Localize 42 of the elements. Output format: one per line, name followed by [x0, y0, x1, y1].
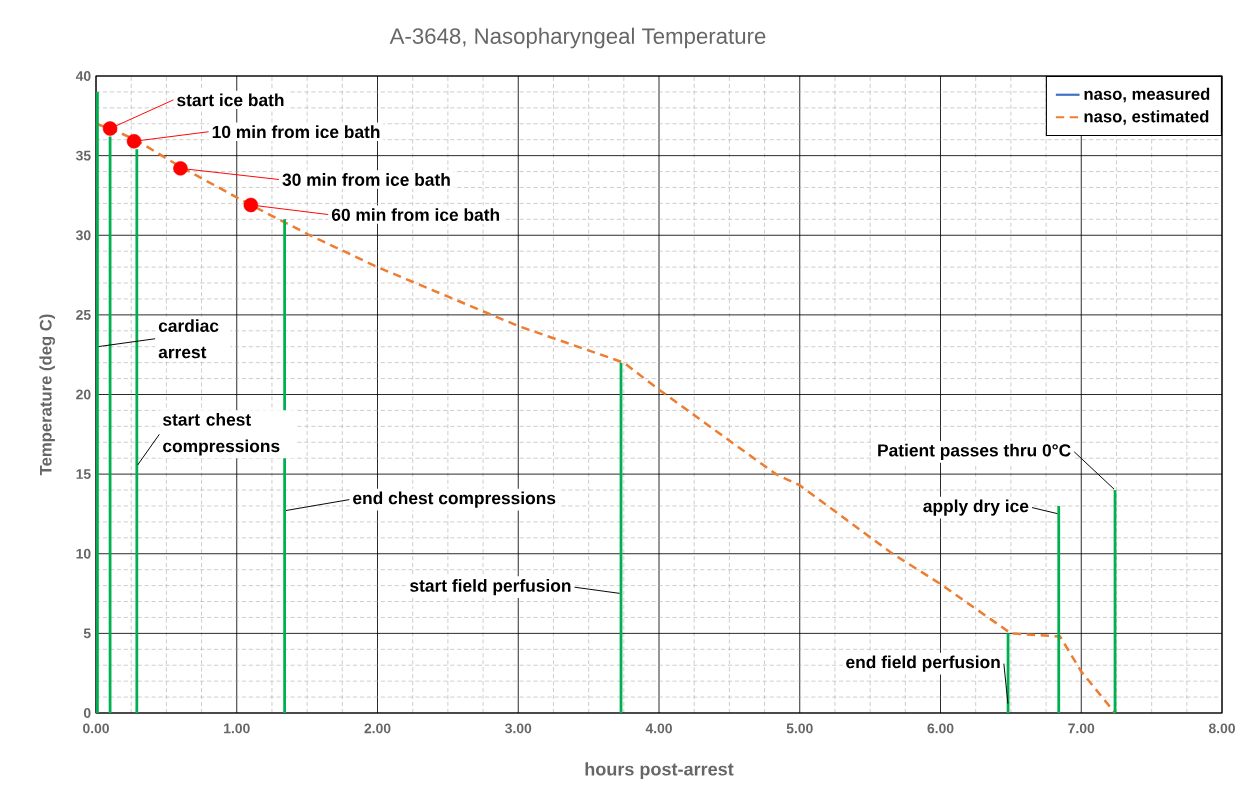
annotation: 60 min from ice bath — [331, 208, 500, 221]
y-axis-title: Temperature (deg C) — [39, 314, 55, 476]
annotation: end field perfusion — [846, 655, 1000, 672]
x-tick-label: 7.00 — [1068, 723, 1095, 734]
y-tick-label: 25 — [76, 309, 91, 320]
annotation: start field perfusion — [410, 579, 571, 596]
annotation: apply dry ice — [923, 499, 1029, 516]
x-tick-label: 1.00 — [224, 723, 250, 734]
bar — [283, 219, 286, 714]
x-tick-label: 2.00 — [364, 723, 391, 734]
point — [243, 197, 259, 213]
y-tick-label: 10 — [76, 548, 91, 559]
legend-label: naso, estimated — [1084, 110, 1209, 125]
annotation: 30 min from ice bath — [282, 173, 450, 186]
y-tick-label: 15 — [76, 469, 91, 479]
bar — [135, 149, 139, 714]
annotation: Patient passes thru 0°C — [878, 443, 1071, 460]
legend-label: naso, measured — [1084, 87, 1210, 103]
x-tick-label: 4.00 — [645, 723, 672, 734]
bar — [96, 91, 99, 714]
y-tick-label: 5 — [83, 628, 91, 639]
annotation: start chest compressions — [163, 413, 280, 456]
x-tick-label: 5.00 — [786, 723, 813, 734]
annotation: end chest compressions — [353, 491, 556, 508]
bar — [1057, 505, 1061, 714]
annotation: 10 min from ice bath — [212, 125, 380, 139]
annotation: cardiac arrest — [158, 319, 219, 359]
point — [173, 161, 188, 176]
y-tick-label: 35 — [75, 150, 91, 161]
x-tick-label: 6.00 — [927, 723, 954, 734]
point — [126, 134, 142, 149]
chart-title: A-3648, Nasopharyngeal Temperature — [389, 27, 766, 49]
x-tick-label: 0.00 — [83, 723, 109, 734]
x-tick-label: 8.00 — [1208, 723, 1235, 734]
annotation: start ice bath — [177, 93, 284, 107]
y-tick-label: 20 — [76, 389, 91, 400]
point — [102, 121, 118, 136]
x-axis-title: hours post-arrest — [585, 762, 734, 780]
y-tick-label: 30 — [75, 230, 91, 241]
y-tick-label: 0 — [83, 708, 91, 718]
x-tick-label: 3.00 — [505, 723, 532, 734]
y-tick-label: 40 — [75, 71, 91, 81]
